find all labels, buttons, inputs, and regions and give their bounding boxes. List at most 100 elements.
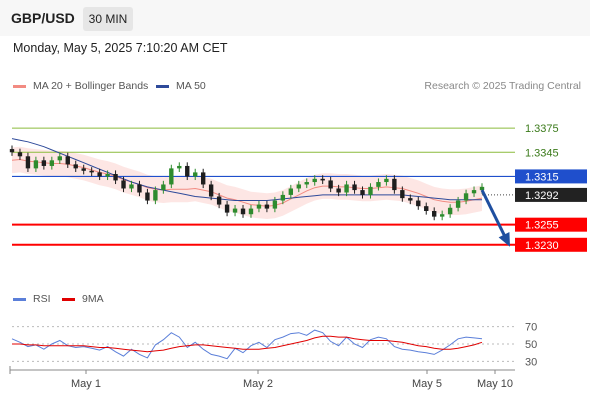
bull-candle [248, 208, 254, 215]
rsi-9ma-line [12, 335, 483, 353]
bull-candle [288, 188, 294, 195]
legend-9ma: 9MA [62, 293, 104, 305]
bull-candle [169, 168, 174, 185]
bull-candle [312, 178, 317, 183]
bear-candle [336, 188, 341, 193]
bull-candle [368, 186, 373, 195]
bull-candle [296, 184, 301, 189]
timeframe-button[interactable]: 30 MIN [83, 7, 133, 31]
bear-candle [392, 178, 397, 191]
bear-candle [360, 190, 365, 195]
bull-candle [455, 200, 461, 208]
bear-candle [145, 192, 150, 201]
bear-candle [185, 165, 190, 177]
bear-candle [97, 172, 102, 177]
bull-candle [479, 186, 485, 191]
current-price-label: 1.3292 [525, 190, 559, 202]
bear-candle [224, 204, 230, 213]
bull-candle [304, 182, 309, 185]
chart-datetime: Monday, May 5, 2025 7:10:20 AM CET [13, 41, 228, 55]
bull-candle [177, 165, 182, 169]
bear-candle [113, 174, 118, 181]
bear-candle [328, 180, 333, 189]
bull-candle [153, 190, 158, 201]
support-level-label: 1.3230 [525, 240, 559, 252]
bear-candle [17, 152, 23, 157]
bull-candle [439, 214, 445, 217]
bull-candle [272, 200, 278, 209]
ma20-swatch [13, 84, 26, 88]
forecast-arrow-shaft [480, 189, 510, 244]
bull-candle [49, 160, 55, 166]
bear-candle [25, 156, 31, 169]
target-level-label: 1.3375 [525, 123, 559, 135]
rsi-tick-label: 50 [525, 339, 537, 351]
bear-candle [320, 178, 325, 181]
bear-candle [200, 172, 206, 185]
bear-candle [208, 184, 214, 197]
ma20-line [11, 158, 483, 207]
bear-candle [424, 206, 429, 211]
bull-candle [193, 172, 198, 177]
current-price-badge [515, 187, 587, 202]
ma9-swatch [62, 297, 75, 301]
bear-candle [73, 164, 78, 169]
bull-candle [384, 178, 389, 183]
rsi-tick-label: 70 [525, 322, 537, 334]
support-level-badge [515, 237, 587, 252]
bull-candle [463, 193, 469, 201]
bear-candle [137, 184, 142, 193]
x-tick-label: May 1 [71, 378, 101, 390]
bear-candle [352, 184, 357, 191]
bull-candle [280, 194, 286, 201]
x-tick-label: May 5 [412, 378, 442, 390]
chart-header-bar: GBP/USD 30 MIN [0, 0, 590, 36]
bull-candle [232, 208, 238, 213]
bear-candle [81, 168, 86, 171]
rsi-tick-label: 30 [525, 356, 537, 368]
legend-ma50-label: MA 50 [176, 80, 206, 92]
bear-candle [432, 211, 437, 217]
resistance-level-badge [515, 169, 587, 184]
bear-candle [41, 160, 47, 166]
bear-candle [9, 149, 15, 153]
bear-candle [240, 208, 246, 215]
bull-candle [161, 184, 166, 191]
bear-candle [121, 180, 126, 189]
bull-candle [344, 184, 349, 193]
resistance-level-label: 1.3315 [525, 171, 559, 183]
bull-candle [129, 184, 134, 189]
ma50-swatch [156, 84, 169, 88]
bear-candle [416, 200, 421, 207]
bear-candle [408, 198, 413, 201]
x-tick-label: May 10 [477, 378, 513, 390]
target-level-label: 1.3345 [525, 147, 559, 159]
bull-candle [447, 207, 453, 215]
bull-candle [57, 156, 62, 161]
bollinger-band [12, 146, 482, 219]
bull-candle [471, 190, 477, 194]
research-credit: Research © 2025 Trading Central [424, 80, 581, 92]
bear-candle [65, 156, 70, 165]
legend-ma20: MA 20 + Bollinger Bands [13, 80, 148, 92]
support-level-badge [515, 217, 587, 232]
legend-ma20-label: MA 20 + Bollinger Bands [33, 80, 149, 92]
bull-candle [256, 204, 262, 209]
bull-candle [33, 160, 39, 169]
legend-rsi: RSI [13, 293, 51, 305]
bear-candle [89, 170, 94, 173]
legend-rsi-label: RSI [33, 293, 51, 305]
legend-ma50: MA 50 [156, 80, 206, 92]
bear-candle [400, 190, 405, 199]
bull-candle [105, 174, 110, 177]
bear-candle [264, 204, 270, 209]
support-level-label: 1.3255 [525, 220, 559, 232]
rsi-swatch [13, 297, 26, 301]
legend-9ma-label: 9MA [82, 293, 104, 305]
symbol-label: GBP/USD [11, 10, 75, 26]
bear-candle [216, 196, 222, 205]
x-tick-label: May 2 [243, 378, 273, 390]
bull-candle [376, 182, 381, 187]
forecast-arrow-head [498, 232, 510, 247]
